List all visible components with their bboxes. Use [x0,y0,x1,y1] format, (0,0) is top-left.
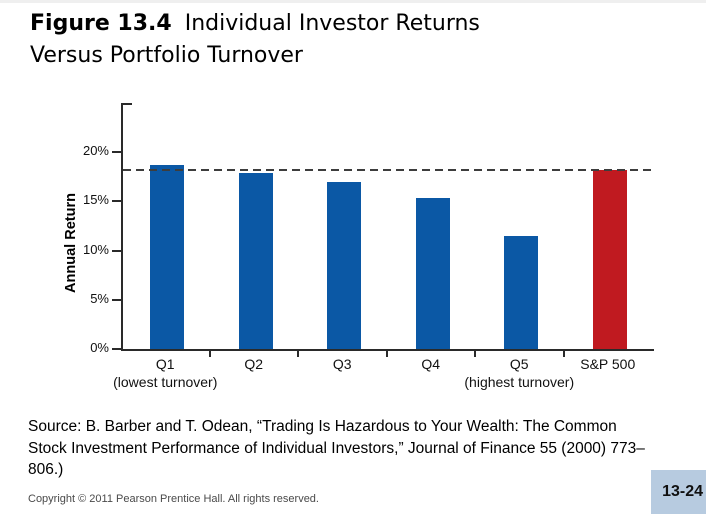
y-axis-tick [112,151,121,154]
x-axis-sublabel-q1: (lowest turnover) [113,374,218,390]
copyright-notice: Copyright © 2011 Pearson Prentice Hall. … [28,493,319,505]
x-axis-label-s-p-500: S&P 500 [580,356,636,372]
x-axis-tick [297,351,299,357]
plot-area [121,103,654,351]
y-axis-tick [112,348,121,350]
y-axis-tick [112,200,121,203]
page-number: 13-24 [662,483,703,500]
x-axis-label-q1: Q1 [155,356,175,372]
x-axis-label-q4: Q4 [421,356,441,372]
x-axis-tick [562,351,565,357]
y-axis-tick-label: 0% [90,340,109,355]
source-citation: Source: B. Barber and T. Odean, “Trading… [28,416,698,481]
reference-line [123,168,654,171]
bar-q2 [238,172,273,349]
bar-q4 [415,198,450,349]
title-text-1: Individual Investor Returns [184,11,480,36]
bar-s-p-500 [592,169,627,349]
x-axis-tick [385,351,388,357]
slide-top-edge [0,0,706,3]
y-axis-top-tick [123,103,132,105]
x-axis-label-q2: Q2 [244,356,264,372]
y-axis-tick-label: 10% [82,241,109,257]
source-line: Stock Investment Performance of Individu… [28,439,645,457]
bar-q1 [150,165,185,349]
source-line: 806.) [28,461,64,478]
y-axis-tick [112,249,121,252]
x-axis-label-q3: Q3 [332,356,352,372]
y-axis-tick [112,298,121,301]
x-axis-label-q5: Q5 [509,356,529,372]
y-axis-tick-label: 5% [90,290,109,306]
source-line: Source: B. Barber and T. Odean, “Trading… [28,418,617,435]
page-number-badge: 13-24 [651,470,706,514]
y-axis-tick-label: 15% [82,192,109,208]
x-axis-sublabel-q5: (highest turnover) [464,374,575,390]
figure-number-label: Figure 13.4 [30,11,172,36]
title-line-1: Figure 13.4 Individual Investor Returns [30,11,480,36]
bar-q5 [504,235,539,349]
y-axis-tick-label: 20% [82,143,109,159]
x-axis-tick [208,351,211,357]
slide-title: Figure 13.4 Individual Investor Returns V… [30,8,690,72]
title-text-2: Versus Portfolio Turnover [30,43,303,68]
bar-q3 [327,181,362,349]
x-axis-tick [474,351,476,357]
